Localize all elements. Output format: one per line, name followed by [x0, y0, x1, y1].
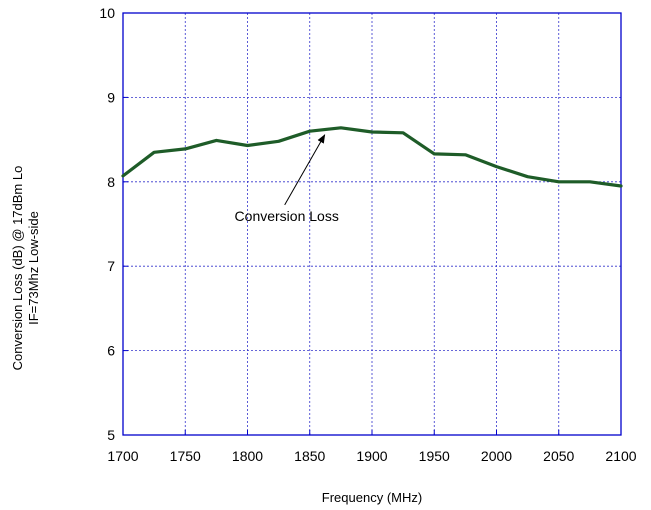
y-tick-label: 6 [107, 343, 115, 359]
y-tick-labels: 5 6 7 8 9 10 [99, 5, 128, 443]
y-tick-label: 5 [107, 427, 115, 443]
annotations: Conversion Loss [235, 134, 339, 224]
x-tick-label: 1950 [419, 448, 450, 464]
x-tick-label: 1850 [294, 448, 325, 464]
annotation-label: Conversion Loss [235, 208, 339, 224]
x-axis-title: Frequency (MHz) [322, 490, 422, 505]
conversion-loss-line [121, 126, 623, 188]
x-tick-label: 2100 [605, 448, 636, 464]
y-tick-label: 7 [107, 258, 115, 274]
y-axis-title-line-2: IF=73Mhz Low-side [26, 211, 41, 325]
plot-frame [122, 12, 622, 436]
x-tick-label: 1750 [170, 448, 201, 464]
x-tick-label: 2050 [543, 448, 574, 464]
y-tick-label: 10 [99, 5, 115, 21]
grid [123, 13, 621, 435]
series-group [121, 126, 623, 188]
y-tick-label: 9 [107, 89, 115, 105]
annotation-arrow [284, 134, 326, 206]
x-tick-label: 1700 [107, 448, 138, 464]
x-tick-labels: 1700 1750 1800 1850 1900 1950 2000 2050 2100 [107, 430, 637, 464]
y-axis-title-line-1: Conversion Loss (dB) @ 17dBm Lo [10, 166, 25, 371]
x-tick-label: 2000 [481, 448, 512, 464]
y-tick-label: 8 [107, 174, 115, 190]
x-tick-label: 1800 [232, 448, 263, 464]
x-tick-label: 1900 [356, 448, 387, 464]
